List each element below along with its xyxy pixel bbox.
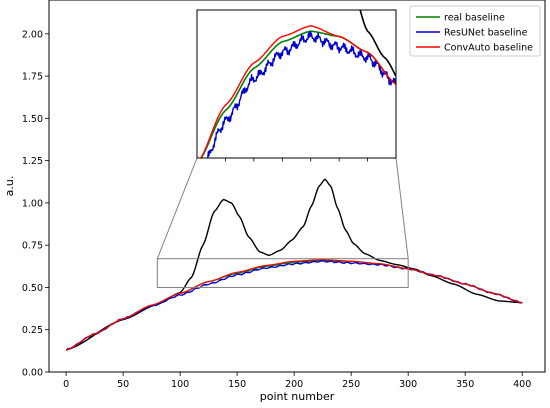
legend-box bbox=[409, 5, 541, 57]
y-tick-label: 1.25 bbox=[22, 156, 43, 167]
x-tick-label: 300 bbox=[399, 379, 417, 390]
main-lines bbox=[65, 178, 523, 351]
inset-lines bbox=[200, 10, 396, 158]
zoom-connector-right bbox=[395, 157, 409, 259]
inset-plot bbox=[196, 9, 397, 162]
inset-convauto-baseline-line bbox=[200, 25, 396, 158]
inset-spectrum-line bbox=[359, 10, 396, 78]
x-axis-label: point number bbox=[260, 390, 335, 403]
y-tick-label: 0.00 bbox=[22, 368, 43, 379]
x-tick-label: 350 bbox=[456, 379, 474, 390]
x-tick-label: 250 bbox=[342, 379, 360, 390]
x-tick-label: 150 bbox=[228, 379, 246, 390]
legend-label-convauto: ConvAuto baseline bbox=[444, 43, 533, 54]
y-tick-label: 2.00 bbox=[22, 29, 43, 40]
zoom-connectors bbox=[156, 157, 409, 288]
y-tick-label: 1.75 bbox=[22, 72, 43, 83]
x-tick-label: 50 bbox=[117, 379, 129, 390]
x-tick-label: 200 bbox=[285, 379, 303, 390]
y-tick-label: 0.75 bbox=[22, 241, 43, 252]
inset-background bbox=[197, 10, 396, 158]
y-tick-label: 0.25 bbox=[22, 325, 43, 336]
x-tick-label: 400 bbox=[513, 379, 531, 390]
axes-frame bbox=[48, 0, 546, 373]
y-tick-label: 1.50 bbox=[22, 114, 43, 125]
y-axis-label: a.u. bbox=[3, 176, 16, 197]
legend-label-resunet: ResUNet baseline bbox=[444, 28, 528, 39]
zoom-region-box bbox=[156, 258, 409, 288]
inset-frame bbox=[196, 9, 397, 159]
legend-label-real: real baseline bbox=[444, 13, 505, 24]
x-tick-label: 100 bbox=[171, 379, 189, 390]
zoom-connector-left bbox=[156, 157, 198, 259]
y-tick-label: 1.00 bbox=[22, 198, 43, 209]
convauto-baseline-line bbox=[65, 258, 523, 351]
axis-ticks: 0 50 100 150 200 250 300 350 400 0.00 0.25 0.50 0.75… bbox=[22, 29, 531, 390]
y-tick-label: 0.50 bbox=[22, 283, 43, 294]
inset-ticks bbox=[225, 158, 368, 162]
legend: real baseline ResUNet baseline ConvAuto … bbox=[409, 5, 541, 57]
x-tick-label: 0 bbox=[63, 379, 69, 390]
inset-resunet-baseline-line bbox=[206, 30, 396, 158]
